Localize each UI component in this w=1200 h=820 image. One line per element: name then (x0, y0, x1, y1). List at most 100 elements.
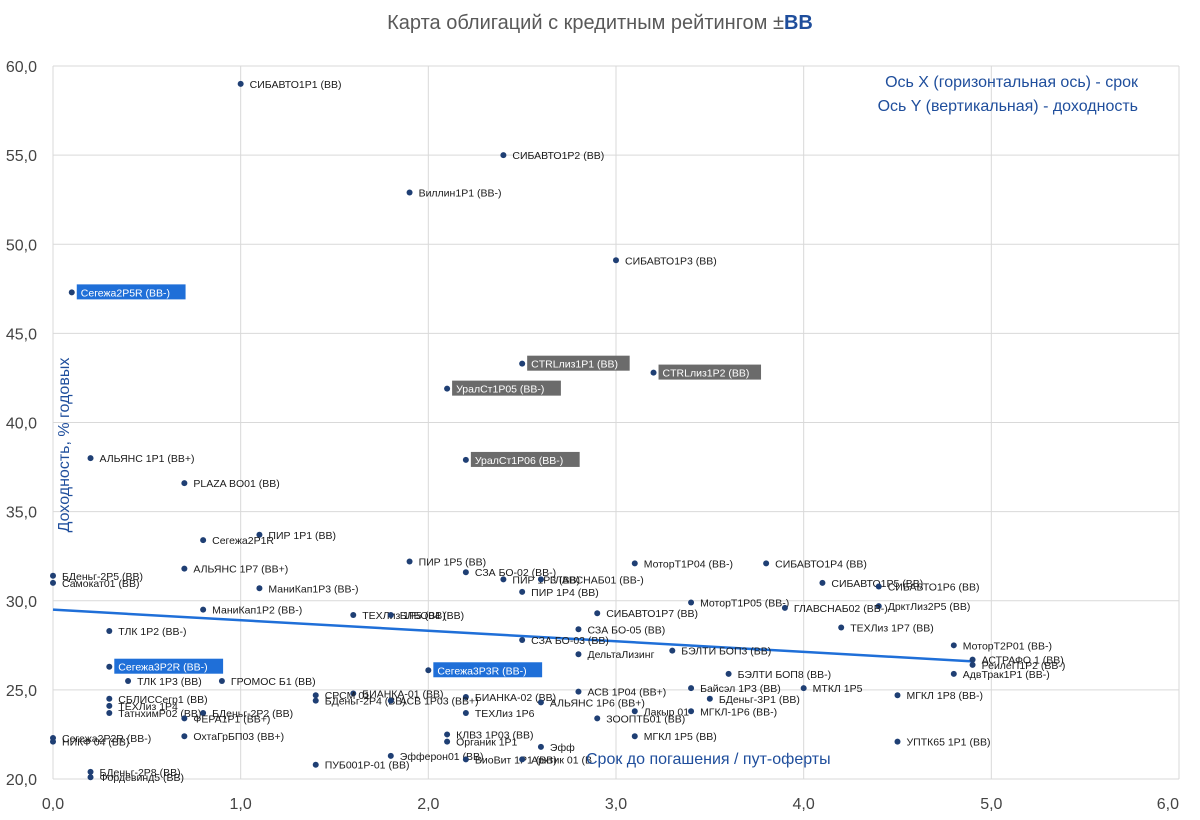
point-label-box (114, 658, 224, 674)
point-label: ТЛК 1Р2 (BB-) (118, 626, 186, 638)
point-label: БДеньг-2Р8 (BB) (100, 767, 181, 779)
data-point (650, 369, 657, 376)
point-label: CTRLлиз1Р2 (BB) (663, 368, 750, 380)
data-point (500, 152, 507, 159)
data-point (50, 579, 56, 586)
data-point (87, 774, 94, 781)
y-tick-label: 20,0 (6, 772, 37, 789)
data-point (181, 480, 188, 487)
point-label: МаниКап1Р2 (BB-) (212, 605, 302, 617)
data-point (462, 710, 469, 717)
point-label: РеилеП1Р2 (BB-) (982, 660, 1066, 672)
data-point (763, 560, 770, 567)
point-label: БЭЛТИ БОП3 (BB) (681, 646, 771, 658)
point-label: НИКФ 04 (BB) (62, 737, 129, 749)
data-point (462, 456, 469, 463)
data-point (444, 731, 451, 738)
data-point (181, 733, 188, 740)
data-point (106, 695, 113, 702)
x-tick-label: 3,0 (605, 796, 627, 813)
y-tick-label: 45,0 (6, 326, 37, 343)
point-label-box (658, 364, 762, 380)
data-point (218, 677, 225, 684)
data-point (200, 537, 207, 544)
point-label: УралСт1Р06 (BB-) (475, 455, 563, 467)
point-label: ПИР 1Р3 (BB) (512, 574, 580, 586)
data-point (875, 583, 882, 590)
x-tick-label: 4,0 (793, 796, 815, 813)
data-point (519, 588, 526, 595)
point-label: АЛЬЯНС 1Р7 (BB+) (193, 564, 288, 576)
point-label: БДеньг-2Р5 (BB) (62, 571, 143, 583)
point-label: ФЕРА1Р1 (BB+) (193, 713, 270, 725)
data-point (688, 708, 695, 715)
point-label: МГКЛ-1Р6 (BB-) (700, 706, 777, 718)
y-tick-label: 35,0 (6, 505, 37, 522)
data-point (444, 738, 451, 745)
data-point (106, 710, 113, 717)
point-label: ТЛК 1Р3 (BB) (137, 676, 202, 688)
x-tick-label: 0,0 (42, 796, 64, 813)
data-point (406, 189, 413, 196)
point-label: СИБАВТО1Р2 (BB) (512, 150, 604, 162)
point-label: СИБАВТО1Р4 (BB) (775, 558, 867, 570)
point-label: АСТРАФО 1 (BB) (982, 655, 1064, 667)
grid-lines (52, 65, 1180, 780)
point-label: АЛЬЯНС 1Р6 (BB+) (550, 697, 645, 709)
data-point (519, 636, 526, 643)
data-point (969, 661, 976, 668)
data-point (68, 289, 75, 296)
data-point (537, 743, 544, 750)
point-label: СИБАВТО1Р7 (BB) (606, 608, 698, 620)
data-point (350, 690, 357, 697)
point-label: ПИР 1Р5 (BB) (419, 557, 487, 569)
point-label: МаниКап1Р3 (BB-) (268, 583, 358, 595)
point-label: ТЕХЛиз 1Р6 (475, 708, 535, 720)
point-label-box (433, 662, 543, 678)
data-point (894, 738, 901, 745)
data-point (519, 360, 526, 367)
point-label: МоторТ1Р04 (BB-) (644, 558, 733, 570)
point-label: ТЕХЛиз 1Р4 (118, 701, 178, 713)
point-label: Эфф (550, 742, 575, 754)
point-label: СИБАВТО1Р3 (BB) (625, 255, 717, 267)
point-label: Лакыр 01 (644, 706, 689, 718)
data-point (575, 626, 582, 633)
data-point (387, 612, 394, 619)
point-label: CTRLлиз1Р1 (BB) (531, 359, 618, 371)
data-point (406, 558, 413, 565)
point-label: ГЛАВСНАБ01 (BB-) (550, 574, 644, 586)
point-label: Сегежа2Р5R (BB-) (81, 287, 170, 299)
point-label: Самокат01 (BB) (62, 578, 139, 590)
point-label: БИАНКА-02 (BB) (475, 692, 556, 704)
data-point (575, 651, 582, 658)
data-point (725, 670, 732, 677)
data-point (631, 733, 638, 740)
x-axis-label: Срок до погашения / пут-оферты (586, 751, 831, 768)
point-label: СЗА БО-03 (BB) (531, 635, 609, 647)
data-point (688, 599, 695, 606)
point-label: ВиоВит 1Р1 (BB) (475, 754, 557, 766)
point-label: Эфферон01 (BB) (400, 751, 484, 763)
data-point (575, 688, 582, 695)
data-point (838, 624, 845, 631)
point-label: МоторТ2Р01 (BB-) (963, 640, 1052, 652)
x-tick-label: 1,0 (230, 796, 252, 813)
point-label: БДеньг-2Р2 (BB) (212, 708, 293, 720)
point-label-box (76, 284, 186, 300)
data-point (950, 670, 957, 677)
data-point (631, 560, 638, 567)
point-label: ГРОМОС Б1 (BB) (231, 676, 316, 688)
point-label: Арктик 01 (B (531, 754, 592, 766)
point-label: СЗА БО-05 (BB) (587, 624, 665, 636)
point-label: АЛЬЯНС 1Р1 (BB+) (100, 453, 195, 465)
data-point (894, 692, 901, 699)
data-point (200, 710, 207, 717)
x-tick-label: 6,0 (1157, 796, 1179, 813)
point-label: ПИР 1Р1 (BB) (268, 530, 336, 542)
y-tick-label: 55,0 (6, 148, 37, 165)
y-tick-label: 60,0 (6, 59, 37, 76)
y-tick-label: 25,0 (6, 683, 37, 700)
data-point (875, 603, 882, 610)
point-label: ОхтаГрБП03 (BB+) (193, 731, 284, 743)
